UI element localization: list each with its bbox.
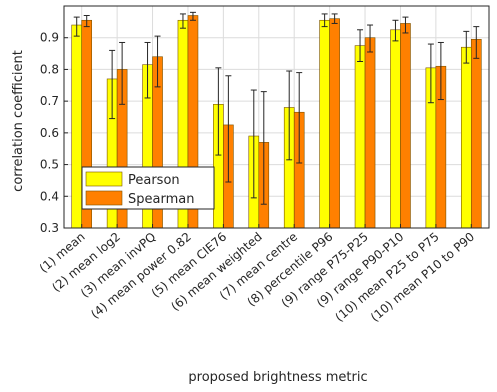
- bar-pearson: [354, 45, 366, 229]
- bar-pearson: [319, 19, 330, 229]
- bar-spearman: [470, 38, 482, 229]
- bar-pearson: [71, 24, 83, 229]
- y-tick-label: 0.7: [40, 94, 59, 108]
- y-tick-label: 0.4: [40, 189, 59, 203]
- legend-label-pearson: Pearson: [128, 173, 180, 188]
- y-tick-label: 0.9: [40, 31, 59, 45]
- y-axis-ticks: 0.3 0.4 0.5 0.6 0.7 0.8 0.9: [40, 31, 68, 235]
- bar-spearman: [400, 23, 411, 229]
- bar-spearman: [364, 37, 376, 229]
- x-axis-ticks: (1) mean(2) mean log2(3) mean invPQ(4) m…: [37, 224, 477, 324]
- x-axis-label: proposed brightness metric: [188, 370, 367, 385]
- legend-swatch-spearman: [85, 190, 123, 206]
- y-tick-label: 0.3: [40, 221, 59, 235]
- bar-pearson: [460, 46, 472, 229]
- y-tick-label: 0.6: [40, 126, 59, 140]
- legend-label-spearman: Spearman: [128, 192, 194, 207]
- y-tick-label: 0.5: [40, 158, 59, 172]
- y-tick-label: 0.8: [40, 62, 59, 76]
- error-bars: [73, 11, 480, 205]
- legend-swatch-pearson: [85, 171, 123, 187]
- y-axis-label: correlation coefficient: [11, 50, 26, 192]
- bar-pearson: [390, 29, 401, 229]
- bar-spearman: [329, 18, 340, 229]
- bars: [71, 15, 482, 229]
- legend: Pearson Spearman: [81, 166, 215, 210]
- plot-frame: [63, 5, 490, 229]
